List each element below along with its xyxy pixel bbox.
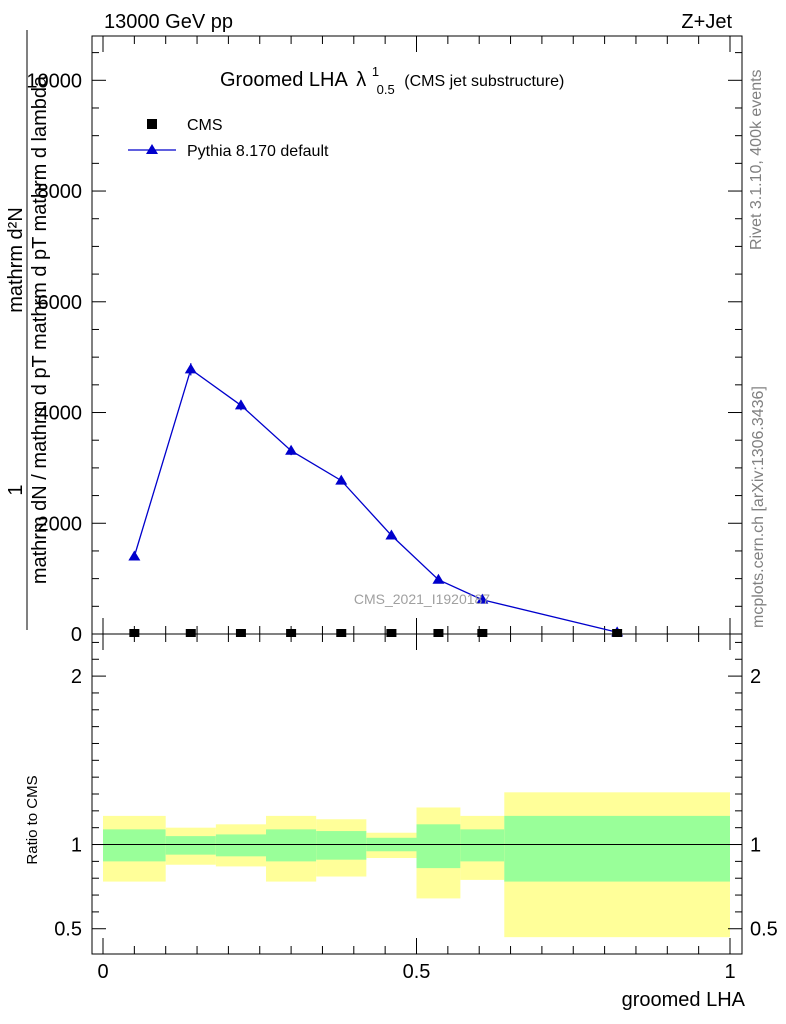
ratio-panel [92, 792, 742, 938]
x-tick-label: 0.5 [403, 961, 431, 983]
plot-title-symbol: λ [356, 69, 366, 91]
ratio-y-tick-label: 1 [71, 835, 82, 857]
ratio-y-tick-label-right: 2 [750, 666, 761, 688]
cms-point [612, 629, 623, 637]
ratio-y-label: Ratio to CMS [24, 775, 41, 864]
ratio-inner-band [165, 836, 216, 855]
cms-point [477, 629, 488, 637]
cms-point [185, 629, 196, 637]
cms-point [433, 629, 444, 637]
ratio-inner-band [215, 834, 267, 857]
legend-cms-marker [147, 119, 157, 129]
ratio-inner-band [504, 815, 730, 882]
pythia-point [432, 573, 445, 584]
legend-pythia-label: Pythia 8.170 default [187, 143, 329, 160]
ratio-y-tick-label: 2 [71, 666, 82, 688]
main-y-tick-label: 0 [71, 624, 82, 646]
ratio-inner-band [316, 831, 367, 860]
pythia-point [234, 399, 247, 410]
main-y-label-denominator: mathrm dN / mathrm d pT mathrm d pT math… [29, 75, 51, 584]
ratio-inner-band [103, 829, 166, 862]
plot-title-sub: 0.5 [377, 82, 395, 97]
pythia-point [285, 444, 298, 455]
cms-point [386, 629, 397, 637]
cms-point [336, 629, 347, 637]
main-y-label-one: 1 [5, 484, 27, 495]
legend-cms-label: CMS [187, 117, 223, 134]
main-y-tick-label: 6000 [38, 292, 83, 314]
main-data [128, 363, 624, 637]
plot-title-main: Groomed LHA [220, 69, 348, 91]
legend: CMS Pythia 8.170 default [128, 117, 329, 160]
main-y-tick-label: 8000 [38, 181, 83, 203]
ratio-y-tick-label-right: 1 [750, 835, 761, 857]
cms-point [286, 629, 297, 637]
ratio-y-tick-label: 0.5 [54, 919, 82, 941]
x-axis-label: groomed LHA [622, 989, 746, 1011]
plot-title-sup: 1 [372, 64, 379, 79]
ratio-inner-band [416, 824, 461, 869]
plot-title-suffix: (CMS jet substructure) [404, 73, 564, 90]
plot-title: Groomed LHA λ 1 0.5 (CMS jet substructur… [220, 59, 564, 99]
x-tick-label: 1 [724, 961, 735, 983]
pythia-point [128, 550, 141, 561]
pythia-point [385, 529, 398, 540]
main-y-label: mathrm d²N 1 mathrm dN / mathrm d pT mat… [5, 30, 51, 630]
analysis-watermark: CMS_2021_I1920187 [354, 591, 490, 607]
pythia-point [184, 363, 197, 374]
header-process-label: Z+Jet [681, 11, 732, 33]
legend-pythia-marker [146, 144, 158, 154]
pythia-point [476, 593, 489, 604]
main-y-label-numerator: mathrm d²N [5, 207, 27, 313]
mcplots-info: mcplots.cern.ch [arXiv:1306.3436] [750, 386, 767, 628]
cms-point [129, 629, 140, 637]
cms-point [235, 629, 246, 637]
x-tick-label: 0 [97, 961, 108, 983]
ratio-axes: 0.5 0.5 1 1 2 2 0 0.5 1 [54, 634, 778, 983]
ratio-y-tick-label-right: 0.5 [750, 919, 778, 941]
ratio-inner-band [460, 829, 505, 862]
main-y-tick-label: 4000 [38, 403, 83, 425]
main-y-tick-label: 2000 [38, 513, 83, 535]
rivet-info: Rivet 3.1.10, 400k events [748, 69, 765, 250]
main-y-tick-label: 10000 [26, 70, 82, 92]
pythia-point [335, 474, 348, 485]
ratio-inner-band [266, 829, 317, 862]
header-energy-label: 13000 GeV pp [104, 11, 233, 33]
main-y-axis: 0 2000 4000 6000 8000 10000 [26, 36, 742, 646]
